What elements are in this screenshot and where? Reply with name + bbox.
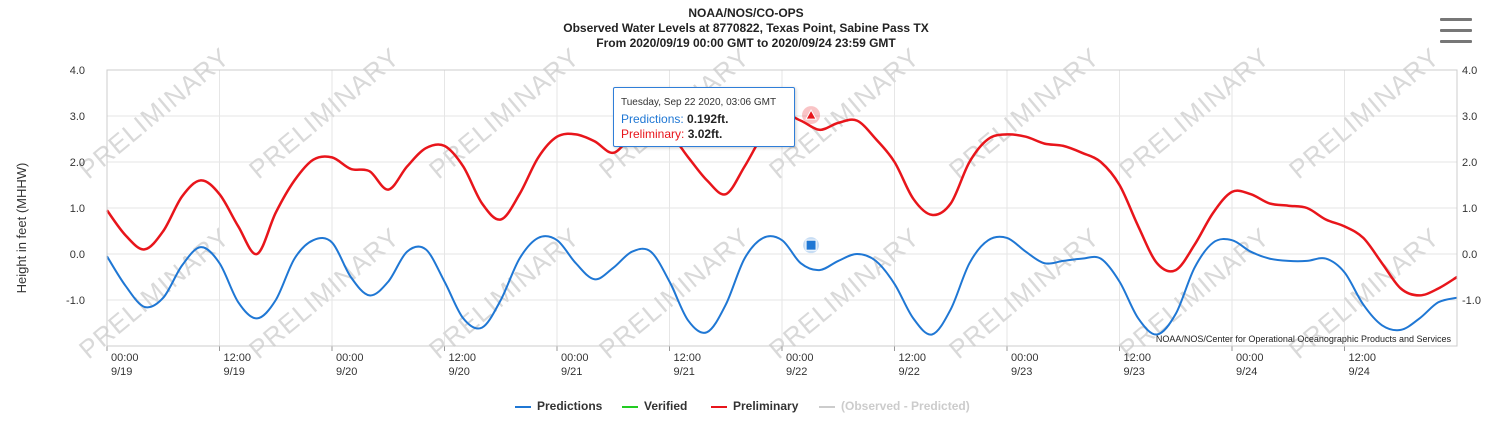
x-tick-date: 9/24 — [1349, 366, 1370, 378]
title-line-1: NOAA/NOS/CO-OPS — [688, 6, 804, 20]
legend-swatch — [515, 406, 531, 408]
menu-bar — [1440, 29, 1472, 32]
y-tick-label-right: -1.0 — [1462, 295, 1481, 307]
predictions-hover-marker — [805, 239, 817, 251]
x-tick-date: 9/20 — [336, 366, 357, 378]
legend-item-verified[interactable]: Verified — [622, 398, 694, 416]
x-tick-date: 9/23 — [1124, 366, 1145, 378]
tooltip-predictions-value: 0.192ft. — [687, 112, 729, 126]
watermark-text: PRELIMINARY — [943, 222, 1105, 365]
tooltip-predictions-row: Predictions: 0.192ft. — [621, 112, 728, 126]
x-tick-date: 9/20 — [449, 366, 470, 378]
x-tick-date: 9/19 — [111, 366, 132, 378]
tooltip-predictions-label: Predictions: — [621, 112, 684, 126]
x-tick-date: 9/22 — [899, 366, 920, 378]
x-tick-time: 00:00 — [1011, 352, 1039, 364]
watermark-text: PRELIMINARY — [943, 42, 1105, 185]
legend-swatch — [622, 406, 638, 408]
y-tick-label-right: 3.0 — [1462, 111, 1477, 123]
x-tick-date: 9/23 — [1011, 366, 1032, 378]
menu-bar — [1440, 18, 1472, 21]
y-axis-label: Height in feet (MHHW) — [14, 163, 29, 294]
plot-border — [106, 69, 1458, 347]
x-tick-time: 12:00 — [1124, 352, 1152, 364]
legend-label: Predictions — [537, 399, 603, 413]
tooltip-date: Tuesday, Sep 22 2020, 03:06 GMT — [621, 97, 777, 108]
tooltip-preliminary-row: Preliminary: 3.02ft. — [621, 127, 722, 141]
y-tick-label-left: 3.0 — [70, 111, 85, 123]
y-tick-label-left: 0.0 — [70, 249, 85, 261]
chart-legend: Predictions Verified Preliminary (Observ… — [0, 398, 1492, 416]
y-tick-label-right: 1.0 — [1462, 203, 1477, 215]
y-tick-label-right: 0.0 — [1462, 249, 1477, 261]
y-tick-label-right: 4.0 — [1462, 65, 1477, 77]
x-tick-time: 00:00 — [561, 352, 589, 364]
legend-swatch — [711, 406, 727, 408]
y-tick-label-right: 2.0 — [1462, 157, 1477, 169]
hover-markers — [802, 106, 821, 254]
legend-label: Verified — [644, 399, 688, 413]
x-tick-time: 00:00 — [1236, 352, 1264, 364]
watermark-text: PRELIMINARY — [1283, 42, 1445, 185]
y-tick-label-left: -1.0 — [66, 295, 85, 307]
x-tick-time: 12:00 — [674, 352, 702, 364]
legend-label: Preliminary — [733, 399, 799, 413]
legend-swatch — [819, 406, 835, 408]
x-tick-date: 9/21 — [561, 366, 582, 378]
x-tick-time: 00:00 — [336, 352, 364, 364]
legend-label: (Observed - Predicted) — [841, 399, 970, 413]
watermark-text: PRELIMINARY — [1113, 42, 1275, 185]
legend-item-preliminary[interactable]: Preliminary — [711, 398, 806, 416]
watermark-text: PRELIMINARY — [243, 42, 405, 185]
chart-title: NOAA/NOS/CO-OPS Observed Water Levels at… — [0, 6, 1492, 51]
watermark-text: PRELIMINARY — [423, 42, 585, 185]
x-tick-time: 12:00 — [1349, 352, 1377, 364]
title-line-2: Observed Water Levels at 8770822, Texas … — [563, 21, 929, 35]
watermark-text: PRELIMINARY — [73, 42, 235, 185]
title-line-3: From 2020/09/19 00:00 GMT to 2020/09/24 … — [596, 36, 896, 50]
x-tick-date: 9/19 — [224, 366, 245, 378]
x-tick-time: 12:00 — [224, 352, 252, 364]
x-tick-time: 00:00 — [786, 352, 814, 364]
series-line-predictions — [106, 235, 1458, 336]
watermark-text: PRELIMINARY — [243, 222, 405, 365]
watermark-text: PRELIMINARY — [763, 222, 925, 365]
legend-item-observed-minus-predicted[interactable]: (Observed - Predicted) — [819, 398, 984, 416]
hamburger-menu-icon[interactable] — [1440, 18, 1472, 44]
menu-bar — [1440, 40, 1472, 43]
x-tick-date: 9/24 — [1236, 366, 1257, 378]
x-tick-time: 12:00 — [449, 352, 477, 364]
y-tick-label-left: 2.0 — [70, 157, 85, 169]
tooltip-preliminary-label: Preliminary: — [621, 127, 685, 141]
credits-text[interactable]: NOAA/NOS/Center for Operational Oceanogr… — [1156, 334, 1452, 344]
y-tick-label-left: 1.0 — [70, 203, 85, 215]
tooltip-preliminary-value: 3.02ft. — [687, 127, 723, 141]
y-tick-label-left: 4.0 — [70, 65, 85, 77]
x-tick-date: 9/22 — [786, 366, 807, 378]
x-tick-date: 9/21 — [674, 366, 695, 378]
legend-item-predictions[interactable]: Predictions — [515, 398, 607, 416]
axes: 00:00 9/19 12:00 9/19 00:00 9/20 12:00 9/20 00:0… — [66, 65, 1481, 378]
x-tick-time: 00:00 — [111, 352, 139, 364]
x-tick-time: 12:00 — [899, 352, 927, 364]
data-tooltip: Tuesday, Sep 22 2020, 03:06 GMT Predicti… — [613, 87, 795, 147]
preliminary-hover-marker — [805, 109, 817, 120]
